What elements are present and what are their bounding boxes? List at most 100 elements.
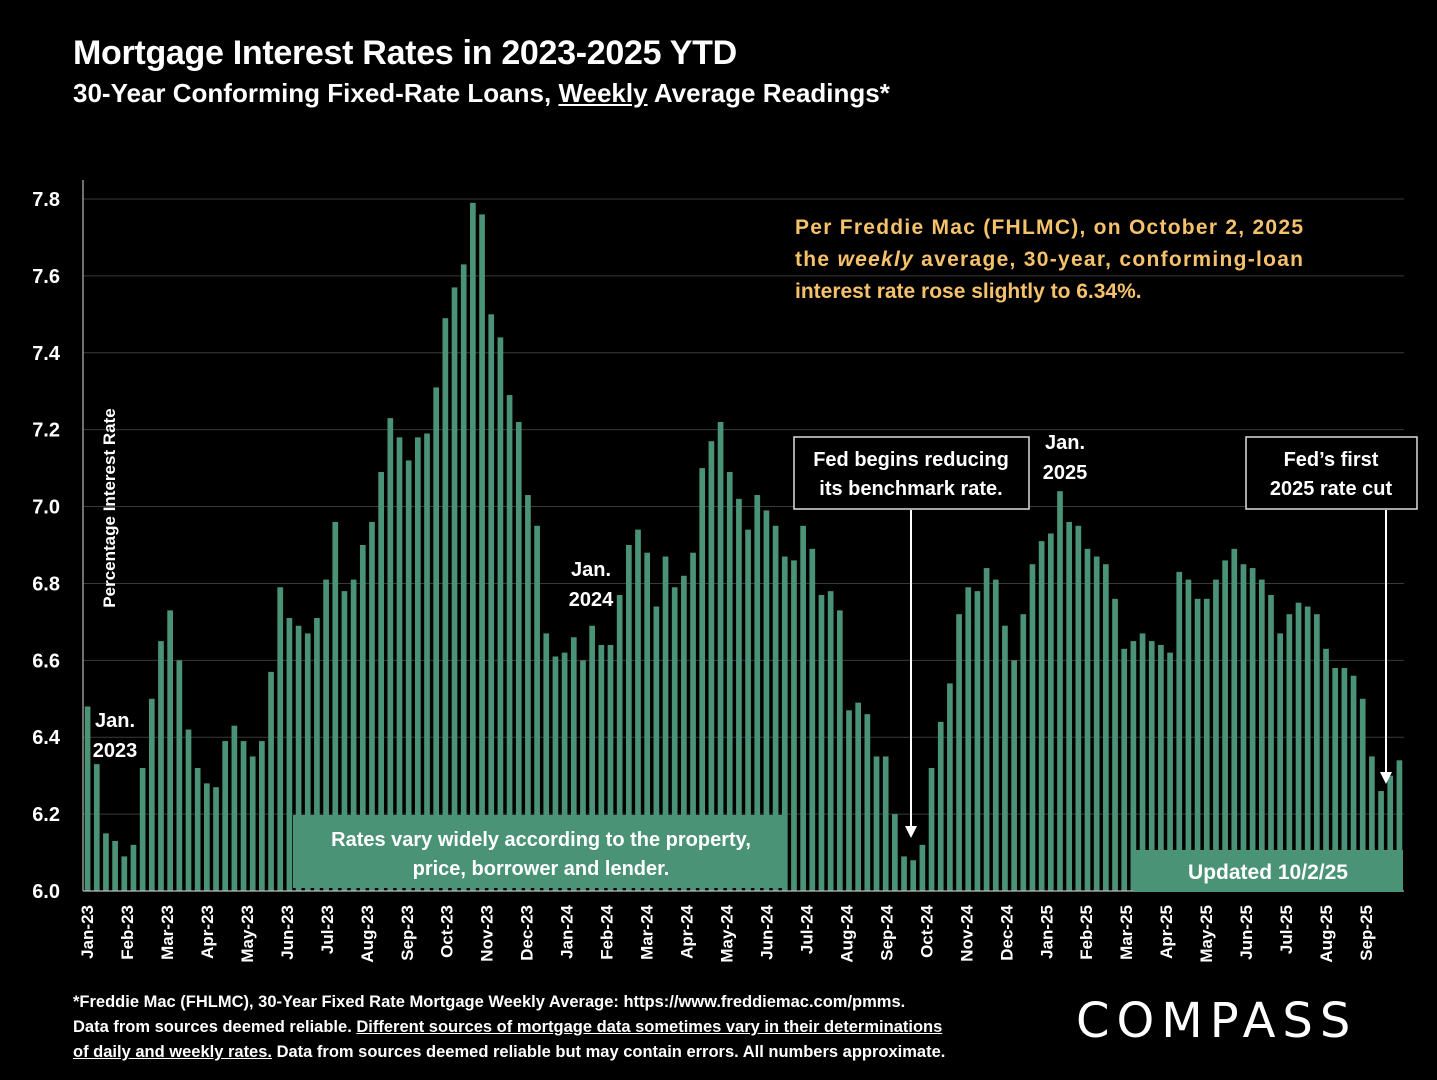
updated-box xyxy=(1133,850,1403,892)
bar xyxy=(1341,668,1348,891)
bar xyxy=(1084,548,1091,891)
bar xyxy=(681,575,687,891)
bar xyxy=(699,468,706,891)
callout-span: the xyxy=(795,248,836,271)
bar xyxy=(534,525,540,891)
bar xyxy=(1020,614,1027,891)
x-tick-label: Mar-25 xyxy=(1117,905,1136,960)
bar xyxy=(1378,791,1384,891)
bar xyxy=(864,714,871,891)
bar xyxy=(671,587,678,891)
y-tick-label: 7.6 xyxy=(32,266,60,288)
bar xyxy=(1277,633,1283,891)
bar xyxy=(589,625,595,891)
bar xyxy=(1047,533,1054,891)
bar xyxy=(892,814,898,891)
bar xyxy=(231,725,238,891)
bar xyxy=(1148,641,1155,891)
jan-2024-label-line-1: Jan. xyxy=(571,559,611,581)
bar xyxy=(754,495,761,891)
bar xyxy=(525,495,531,891)
compass-logo: COMPASS xyxy=(1076,993,1358,1049)
x-tick-label: Jul-24 xyxy=(797,904,816,954)
subtitle-weekly: Weekly xyxy=(558,78,648,108)
chart-title: Mortgage Interest Rates in 2023-2025 YTD xyxy=(73,34,737,72)
bar xyxy=(662,556,669,891)
bar xyxy=(451,287,458,891)
bar xyxy=(1002,625,1008,891)
bar xyxy=(1176,571,1183,891)
bar xyxy=(359,545,366,891)
bar xyxy=(84,706,91,891)
x-tick-label: Feb-25 xyxy=(1077,905,1096,960)
bar xyxy=(772,525,779,891)
callout-span: weekly xyxy=(837,248,914,271)
bar xyxy=(515,421,522,891)
bar xyxy=(387,418,394,891)
footnote-line-3: of daily and weekly rates. Data from sou… xyxy=(73,1040,1058,1065)
bar xyxy=(965,587,972,891)
bar xyxy=(1194,598,1201,891)
footnote-line-2: Data from sources deemed reliable. Diffe… xyxy=(73,1015,1058,1040)
bar xyxy=(1185,579,1192,891)
bar xyxy=(635,529,641,891)
bar xyxy=(1359,698,1366,891)
footnote-line-1: *Freddie Mac (FHLMC), 30-Year Fixed Rate… xyxy=(73,993,906,1011)
y-tick-label: 7.8 xyxy=(32,189,60,211)
jan-2025-label-line-2: 2025 xyxy=(1043,462,1088,484)
bar xyxy=(1222,560,1228,891)
bar xyxy=(1369,756,1375,891)
rates-vary-box xyxy=(293,815,786,888)
bar xyxy=(103,833,109,891)
bar xyxy=(1029,564,1036,891)
bar xyxy=(277,587,284,891)
bar xyxy=(809,548,816,891)
bar xyxy=(479,214,485,891)
bar xyxy=(956,614,962,891)
bar-chart: 6.0 6.2 6.4 6.6 6.8 7.0 7.2 7.4 7.6 7.8 Jan-23 Feb-… xyxy=(32,180,1418,963)
jan-2023-label-line-1: Jan. xyxy=(95,710,135,732)
bar xyxy=(800,525,806,891)
bar xyxy=(873,756,880,891)
bar xyxy=(1268,594,1274,891)
bar xyxy=(1093,556,1100,891)
bar xyxy=(112,841,118,891)
x-tick-label: Sep-23 xyxy=(398,905,417,961)
bar xyxy=(644,552,651,891)
x-tick-label: Sep-24 xyxy=(877,904,896,960)
fed-reducing-text-line-1: Fed begins reducing xyxy=(813,449,1009,471)
bar xyxy=(139,767,146,891)
bar xyxy=(424,433,430,891)
y-tick-label: 7.4 xyxy=(32,343,61,365)
fed-cut-text-line-2: 2025 rate cut xyxy=(1270,478,1393,500)
bar xyxy=(992,579,999,891)
bar xyxy=(717,421,724,891)
bar xyxy=(240,741,247,891)
bar xyxy=(836,610,843,891)
y-tick-label: 7.0 xyxy=(32,497,60,519)
bar xyxy=(497,337,504,891)
fed-cut-arrowhead xyxy=(1380,772,1392,784)
rates-vary-text-line-1: Rates vary widely according to the prope… xyxy=(331,829,751,851)
bar xyxy=(616,594,623,891)
footnote-line-3u: of daily and weekly rates. xyxy=(73,1043,272,1061)
callout-line-3: interest rate rose slightly to 6.34%. xyxy=(795,280,1142,303)
bar xyxy=(1075,525,1082,891)
bar xyxy=(745,529,751,891)
bar xyxy=(781,556,788,891)
x-tick-label: Jul-25 xyxy=(1277,905,1296,954)
bar xyxy=(983,568,990,891)
x-tick-label: Feb-24 xyxy=(598,904,617,959)
rates-vary-text-line-2: price, borrower and lender. xyxy=(413,858,670,880)
x-tick-label: Jan-25 xyxy=(1037,905,1056,959)
bar xyxy=(598,644,605,891)
x-tick-label: Jun-24 xyxy=(757,904,776,959)
x-tick-label: Apr-23 xyxy=(198,905,217,959)
bar xyxy=(1011,660,1017,891)
fed-reducing-box xyxy=(793,436,1030,510)
bar xyxy=(1258,579,1265,891)
callout-span: Per Freddie Mac (FHLMC), on October 2, 2… xyxy=(795,216,1303,239)
y-tick-label: 6.0 xyxy=(32,881,60,903)
x-tick-label: Jan-24 xyxy=(558,904,577,958)
bar xyxy=(350,579,357,891)
